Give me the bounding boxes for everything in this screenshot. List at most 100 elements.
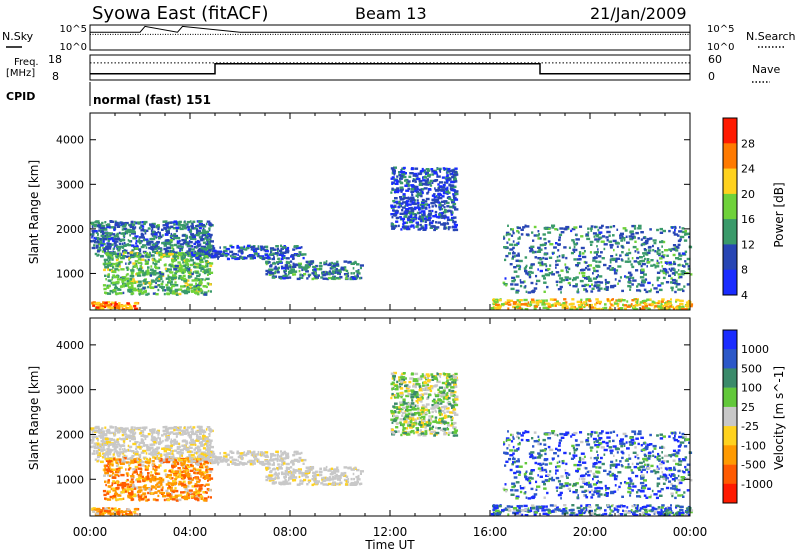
echo-cell [181,239,185,242]
echo-cell [178,267,183,270]
echo-cell [431,173,435,176]
echo-cell [184,281,188,285]
echo-cell [619,234,623,237]
echo-cell [106,492,110,495]
echo-cell [543,290,546,293]
echo-cell [516,306,519,309]
echo-cell [129,224,134,228]
echo-cell [156,446,160,449]
echo-cell [136,255,140,258]
echo-cell [580,246,585,250]
echo-cell [102,240,105,243]
echo-cell [91,507,96,511]
echo-cell [131,437,135,441]
echo-cell [525,272,529,275]
echo-cell [641,270,645,273]
echo-cell [132,432,136,436]
echo-cell [406,197,411,200]
echo-cell [187,464,189,467]
echo-cell [265,273,269,276]
echo-cell [147,253,151,256]
echo-cell [406,202,409,205]
echo-cell [106,304,111,307]
echo-cell [399,181,404,185]
echo-cell [549,243,554,246]
echo-cell [189,286,192,289]
echo-cell [202,433,205,436]
echo-cell [145,476,148,479]
echo-cell [446,171,449,174]
echo-cell [594,284,598,287]
echo-cell [134,460,136,463]
echo-cell [158,464,162,467]
echo-cell [181,474,186,477]
echo-cell [557,288,562,291]
echo-cell [143,220,148,224]
echo-cell [551,270,554,274]
echo-cell [190,255,193,258]
echo-cell [339,270,342,274]
echo-cell [636,289,641,292]
echo-cell [201,229,206,232]
echo-cell [584,303,589,307]
echo-cell [108,490,111,494]
echo-cell [421,210,426,213]
echo-cell [158,476,162,480]
echo-cell [299,253,302,256]
y-tick-label: 4000 [56,134,84,147]
echo-cell [115,464,119,468]
echo-cell [110,442,114,446]
echo-cell [149,268,154,271]
freq-label-1: Freq. [14,57,39,68]
echo-cell [137,446,142,449]
echo-cell [136,461,140,464]
echo-cell [627,280,632,284]
echo-cell [148,282,151,285]
echo-cell [611,298,613,302]
echo-cell [195,292,198,295]
echo-cell [141,426,145,430]
echo-cell [669,305,672,308]
echo-cell [201,437,205,440]
echo-cell [653,287,658,290]
echo-cell [185,243,190,246]
echo-cell [126,268,129,271]
echo-cell [524,256,528,259]
echo-cell [197,220,202,223]
echo-cell [127,243,132,247]
echo-cell [288,270,292,274]
echo-cell [183,289,188,292]
echo-cell [169,289,173,292]
echo-cell [131,429,135,432]
echo-cell [429,226,433,229]
echo-cell [130,269,135,272]
echo-cell [127,457,131,461]
echo-cell [686,257,691,261]
echo-cell [181,253,186,256]
echo-cell [207,244,210,248]
echo-cell [247,255,251,258]
echo-cell [194,483,198,486]
echo-cell [111,482,114,485]
echo-cell [197,244,201,247]
station-title: Syowa East (fitACF) [92,3,268,24]
echo-cell [165,458,170,461]
echo-cell [167,480,170,483]
echo-cell [533,234,538,237]
echo-cell [609,225,613,229]
echo-cell [112,438,116,442]
echo-cell [630,276,632,279]
echo-cell [578,271,581,275]
echo-cell [657,305,661,308]
echo-cell [198,227,202,230]
echo-cell [625,276,630,279]
echo-cell [215,255,219,258]
echo-cell [406,217,411,220]
echo-cell [587,231,590,234]
echo-cell [129,480,133,483]
echo-cell [446,189,449,192]
echo-cell [673,260,676,264]
echo-cell [133,302,139,305]
echo-cell [157,230,160,234]
echo-cell [636,299,639,302]
